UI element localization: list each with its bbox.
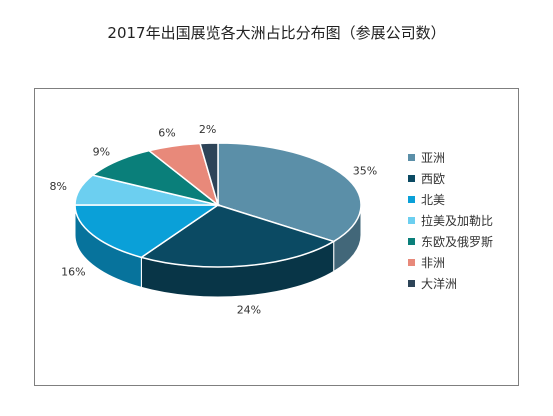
legend-label-3: 北美	[421, 193, 445, 207]
pie-slice-7	[199, 142, 219, 206]
data-label-6: 6%	[158, 127, 175, 140]
legend-label-5: 东欧及俄罗斯	[421, 235, 493, 249]
pie-slice-1	[217, 142, 362, 243]
legend-swatch-7	[408, 280, 415, 287]
data-label-1: 35%	[353, 164, 377, 177]
data-label-7: 2%	[199, 123, 216, 136]
pie-slice-3	[74, 204, 221, 259]
data-labels: 35% 24% 16% 8% 9% 6% 2%	[49, 123, 377, 317]
legend-swatch-5	[408, 238, 415, 245]
legend-label-4: 拉美及加勒比	[421, 213, 493, 228]
data-label-4: 8%	[49, 180, 66, 193]
legend-swatch-2	[408, 175, 415, 182]
data-label-2: 24%	[237, 304, 261, 317]
legend-label-7: 大洋洲	[421, 276, 457, 291]
legend-swatch-6	[408, 259, 415, 266]
pie-slices	[74, 142, 362, 268]
chart-frame	[34, 88, 519, 386]
legend-label-6: 非洲	[421, 256, 445, 270]
legend-swatch-1	[408, 154, 415, 161]
legend-label-1: 亚洲	[421, 151, 445, 165]
data-label-5: 9%	[93, 145, 110, 158]
pie-slice-2	[139, 204, 336, 268]
legend-swatch-3	[408, 196, 415, 203]
data-label-3: 16%	[61, 266, 85, 279]
chart-title: 2017年出国展览各大洲占比分布图（参展公司数）	[107, 24, 446, 42]
pie-sides	[74, 204, 362, 298]
legend-swatch-4	[408, 217, 415, 224]
legend-label-2: 西欧	[421, 172, 445, 186]
pie-slice-5	[91, 149, 219, 206]
